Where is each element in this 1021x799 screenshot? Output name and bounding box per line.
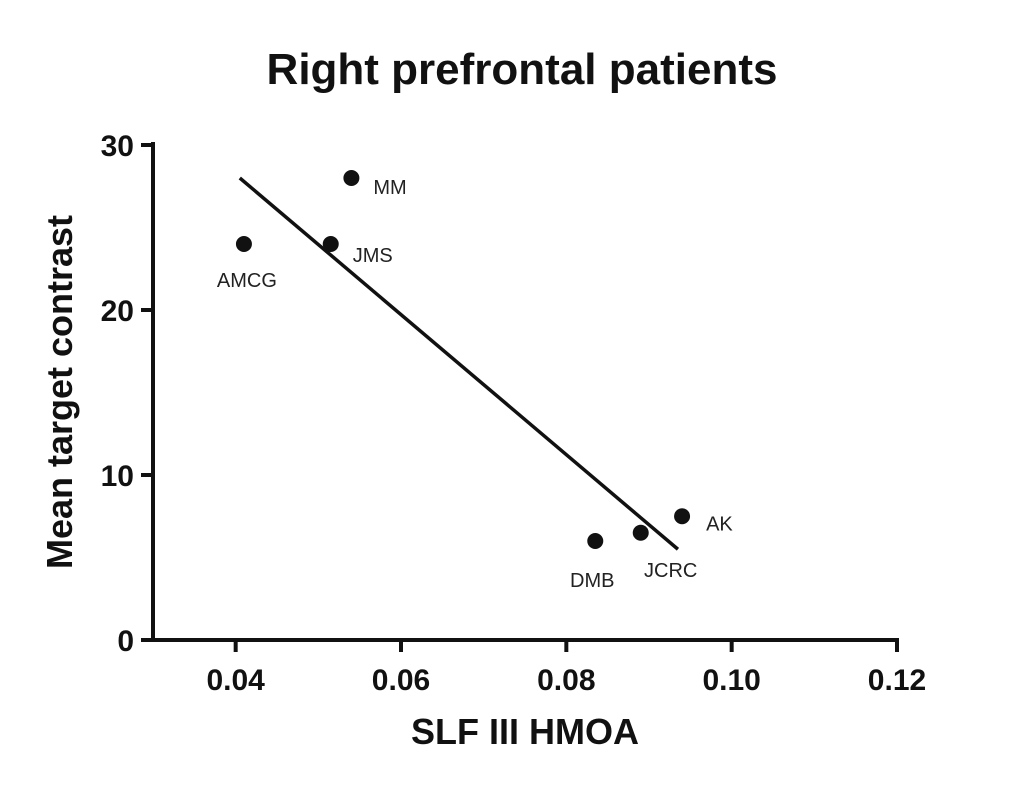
x-axis-label: SLF III HMOA	[411, 711, 639, 752]
point-label-amcg: AMCG	[217, 270, 277, 292]
x-tick-label: 0.08	[537, 664, 595, 697]
point-label-mm: MM	[373, 177, 406, 199]
data-point-amcg	[235, 236, 252, 252]
x-tick-label: 0.12	[868, 664, 926, 697]
data-point-dmb	[587, 533, 604, 549]
x-tick-label: 0.04	[206, 664, 265, 697]
y-tick-label: 0	[117, 625, 134, 658]
data-point-jcrc	[632, 524, 649, 541]
data-point-jms	[322, 236, 339, 252]
chart-title: Right prefrontal patients	[267, 45, 778, 94]
y-axis-label: Mean target contrast	[39, 215, 80, 569]
point-label-dmb: DMB	[570, 570, 614, 592]
y-tick-label: 30	[101, 130, 134, 163]
data-point-ak	[674, 508, 691, 525]
point-label-ak: AK	[706, 513, 733, 535]
point-label-jcrc: JCRC	[644, 560, 697, 582]
y-tick-label: 20	[101, 295, 134, 328]
data-point-mm	[343, 170, 360, 186]
y-tick-label: 10	[101, 460, 134, 493]
x-tick-label: 0.10	[702, 664, 760, 697]
point-label-jms: JMS	[353, 245, 393, 267]
x-tick-label: 0.06	[372, 664, 430, 697]
regression-line	[238, 176, 680, 551]
